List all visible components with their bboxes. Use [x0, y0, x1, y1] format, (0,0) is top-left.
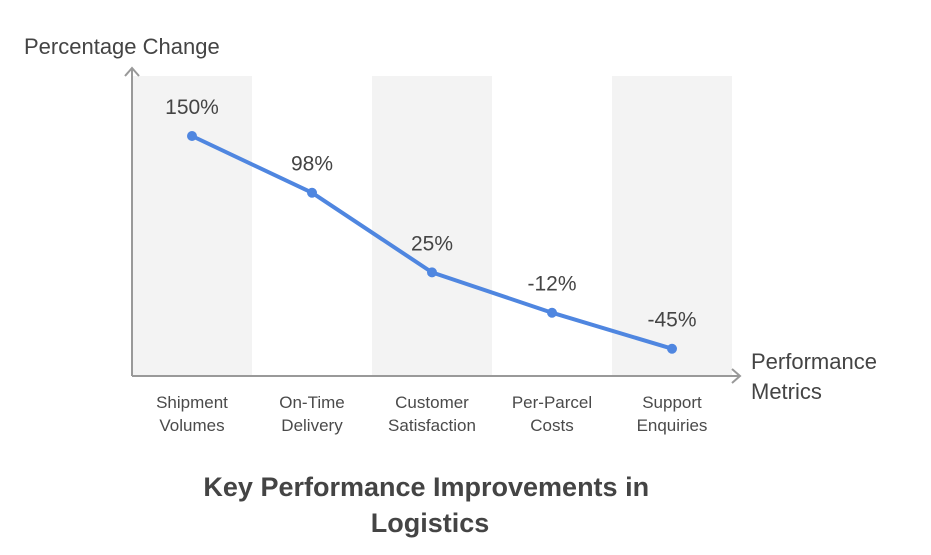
chart-title-line: Logistics [371, 508, 490, 538]
x-tick-label: Shipment Volumes [156, 393, 228, 435]
y-axis-title: Percentage Change [24, 34, 220, 59]
x-axis-title-line: Metrics [751, 379, 822, 404]
x-tick-label-line: Support [642, 393, 702, 412]
x-tick-label-line: Shipment [156, 393, 228, 412]
x-tick-label-line: Delivery [281, 416, 343, 435]
chart-title-line: Key Performance Improvements in [203, 472, 649, 502]
chart-title: Key Performance Improvements in Logistic… [203, 472, 656, 538]
x-tick-label: Support Enquiries [637, 393, 708, 435]
data-label: 150% [165, 96, 219, 119]
category-band [612, 76, 732, 376]
x-axis-title: Performance Metrics [751, 349, 883, 404]
x-tick-label: Per-Parcel Costs [512, 393, 592, 435]
x-tick-label-line: Volumes [159, 416, 224, 435]
category-band [132, 76, 252, 376]
data-point [307, 187, 317, 198]
data-label: -12% [527, 273, 576, 296]
category-bands [132, 76, 732, 376]
x-tick-label-line: Satisfaction [388, 416, 476, 435]
data-labels: 150% 98% 25% -12% -45% [165, 96, 696, 332]
x-tick-label-line: On-Time [279, 393, 345, 412]
y-axis-arrow-icon [124, 66, 140, 77]
data-label: 25% [411, 232, 453, 255]
data-point [187, 131, 197, 141]
data-label: -45% [647, 309, 696, 332]
x-tick-label-line: Per-Parcel [512, 393, 592, 412]
x-tick-label: Customer Satisfaction [388, 393, 476, 435]
x-axis-title-line: Performance [751, 349, 877, 374]
axes [124, 66, 742, 384]
x-tick-label-line: Customer [395, 393, 469, 412]
x-tick-label-line: Enquiries [637, 416, 708, 435]
data-point [547, 307, 557, 318]
x-tick-label-line: Costs [530, 416, 573, 435]
category-band [372, 76, 492, 376]
x-tick-labels: Shipment Volumes On-Time Delivery Customer Sa… [156, 393, 707, 435]
data-point [427, 267, 437, 278]
data-label: 98% [291, 153, 333, 176]
x-tick-label: On-Time Delivery [279, 393, 345, 435]
data-point [667, 343, 677, 354]
x-axis-arrow-icon [731, 368, 742, 384]
data-points [187, 131, 677, 354]
